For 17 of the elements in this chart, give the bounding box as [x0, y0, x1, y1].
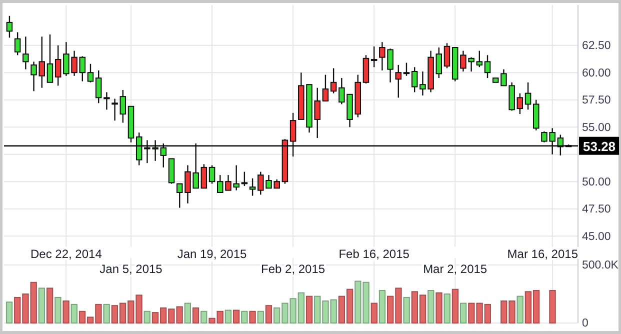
y-tick-label: 57.50 [582, 94, 611, 107]
x-tick-label: Jan 19, 2015 [177, 247, 248, 261]
y-tick-label: 45.00 [582, 230, 611, 243]
ref-line-label: 53.28 [583, 138, 616, 154]
y-tick-label: 47.50 [582, 204, 611, 216]
y-tick-label: 60.00 [582, 67, 611, 80]
y-tick-label: 62.50 [582, 40, 611, 52]
x-tick-label: Mar 16, 2015 [507, 247, 578, 261]
x-tick-label: Mar 2, 2015 [423, 262, 488, 276]
y-tick-label: 0 [582, 318, 588, 330]
y-tick-label: 55.00 [582, 122, 611, 134]
x-tick-label: Feb 16, 2015 [338, 247, 410, 261]
x-tick-label: Dec 22, 2014 [30, 247, 102, 261]
y-tick-label: 500.0K [582, 260, 619, 272]
x-tick-label: Feb 2, 2015 [261, 262, 326, 276]
y-tick-label: 50.00 [582, 176, 611, 188]
x-tick-label: Jan 5, 2015 [100, 262, 163, 276]
